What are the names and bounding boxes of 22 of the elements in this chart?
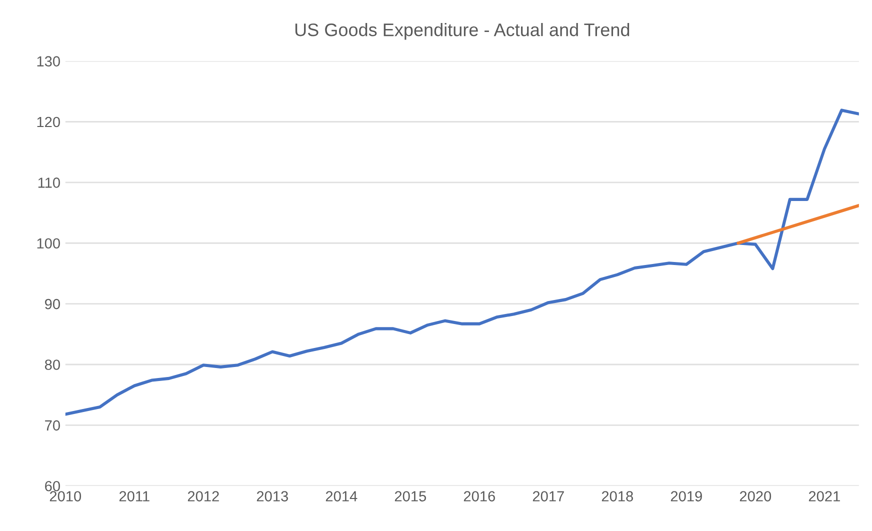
x-tick-label: 2012 [188,491,219,502]
y-tick-label: 70 [45,420,60,431]
x-tick-label: 2011 [119,491,150,502]
y-tick-label: 80 [44,360,60,370]
x-tick-label: 2016 [464,491,495,502]
y-tick-label: 120 [37,116,60,128]
x-tick-label: 2019 [670,491,702,502]
x-tick-label: 2013 [256,491,288,502]
x-tick-label: 2010 [50,491,82,502]
chart-title: US Goods Expenditure - Actual and Trend [295,22,630,40]
line-series [65,108,859,416]
x-tick-label: 2018 [602,491,633,502]
y-tick-label: 90 [45,298,60,310]
y-tick-label: 60 [45,480,60,492]
y-tick-label: 100 [37,238,60,249]
x-tick-label: 2021 [808,491,840,502]
y-tick-label: 110 [38,178,60,188]
x-tick-label: 2014 [326,491,358,502]
x-tick-label: 2015 [394,491,426,502]
y-tick-label: 130 [37,56,60,66]
x-tick-label: 2017 [532,491,564,502]
x-tick-label: 2020 [740,491,772,502]
